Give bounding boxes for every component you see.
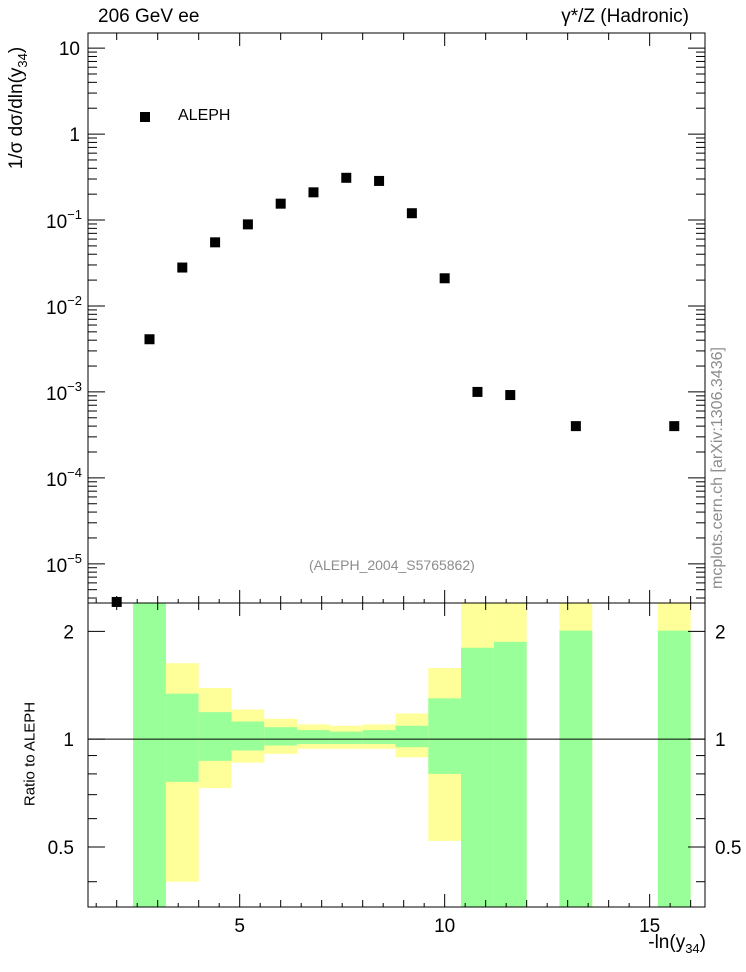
ratio-y-tick-label-right: 1 [715,730,726,751]
data-point [406,208,417,219]
legend-marker [140,112,150,122]
data-point [242,219,253,230]
main-y-axis-label-suffix: ) [6,46,28,54]
watermark-text: mcplots.cern.ch [arXiv:1306.3436] [709,347,726,589]
data-point [177,262,188,273]
main-y-tick-label: 10−5 [46,551,82,577]
process-label: γ*/Z (Hadronic) [561,6,689,27]
ratio-plot-frame [87,602,706,908]
ratio-y-tick-label-right: 0.5 [715,838,741,859]
ratio-inner-band-7 [362,730,396,744]
ratio-inner-band-2 [198,712,232,761]
ratio-inner-band-9 [428,698,462,774]
legend-label: ALEPH [178,107,231,124]
data-point [144,334,155,345]
main-y-axis-label-sub: 34 [14,53,30,68]
data-point [308,187,319,198]
ratio-y-tick-label: 0.5 [48,838,74,859]
ratio-inner-band-0 [133,603,166,907]
main-y-axis-label-prefix: 1/σ dσ/dln(y [6,67,28,170]
data-point [341,172,352,183]
ratio-inner-band-12 [559,630,593,907]
x-axis-label: -ln(y34) [648,932,706,956]
main-y-tick-label: 10−4 [46,465,82,491]
ratio-inner-band-10 [461,647,494,907]
ratio-inner-band-5 [297,730,330,744]
data-point [669,421,680,432]
x-tick-label: 5 [234,916,245,937]
analysis-label: (ALEPH_2004_S5765862) [309,557,475,573]
ratio-inner-band-3 [231,721,265,751]
ratio-inner-band-4 [264,727,298,746]
main-y-tick-label: 10−2 [46,293,82,319]
data-point [210,237,221,248]
ratio-inner-band-1 [165,693,199,782]
ratio-y-tick-label-right: 2 [715,622,726,643]
data-point [472,386,483,397]
data-point [275,198,286,209]
main-y-tick-label: 10 [59,39,80,60]
ratio-inner-band-6 [329,731,363,744]
energy-label: 206 GeV ee [98,6,200,27]
data-point [570,421,581,432]
x-tick-label: 10 [434,916,455,937]
main-y-axis-label: 1/σ dσ/dln(y34) [6,47,30,169]
ratio-y-tick-label: 2 [63,622,74,643]
ratio-inner-band-11 [493,641,527,907]
main-y-tick-label: 10−3 [46,379,82,405]
main-y-tick-label: 10−1 [46,207,82,233]
data-point [374,175,385,186]
data-point [111,596,122,607]
ratio-y-tick-label: 1 [63,730,74,751]
ratio-inner-band-13 [657,630,691,907]
x-tick-label: 15 [639,916,660,937]
ratio-y-axis-label: Ratio to ALEPH [21,701,39,807]
main-y-tick-label: 1 [69,125,80,146]
ratio-inner-band-8 [395,725,429,748]
data-point [505,390,516,401]
x-axis-label-prefix: -ln(y [648,932,686,953]
x-axis-label-sub: 34 [685,940,700,956]
x-axis-label-suffix: ) [699,932,706,953]
data-point [439,273,450,284]
